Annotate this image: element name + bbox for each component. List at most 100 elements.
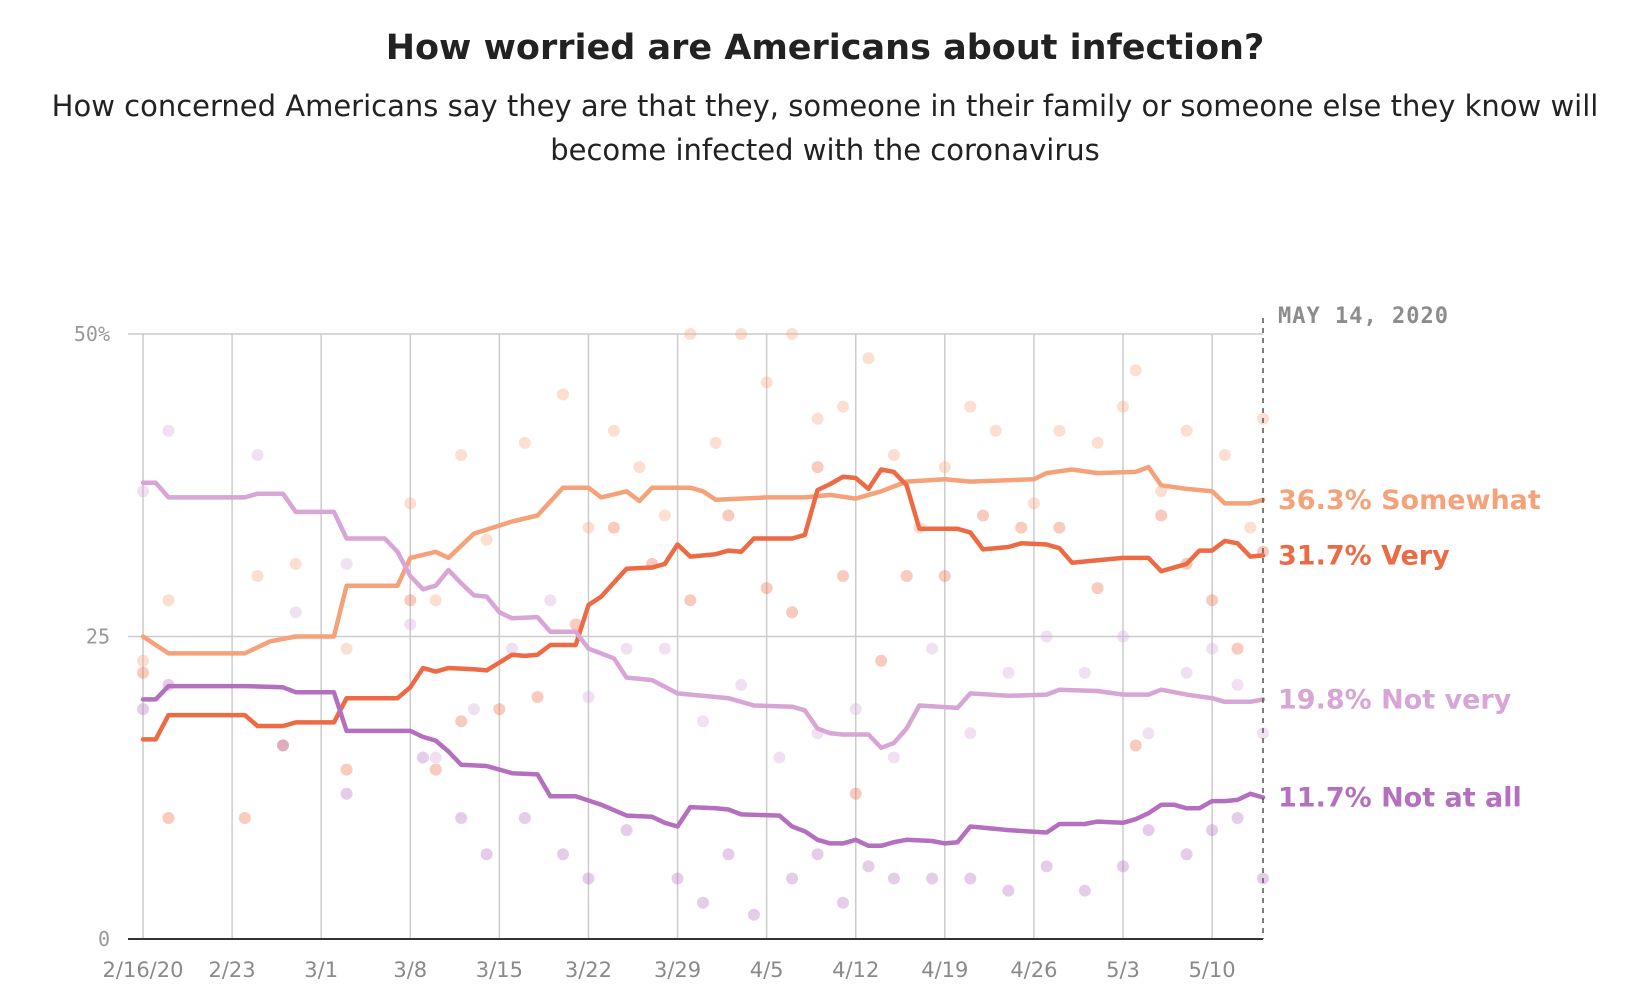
poll-dot — [506, 642, 519, 655]
end-label-very: 31.7% Very — [1278, 540, 1450, 571]
chart-title: How worried are Americans about infectio… — [385, 28, 1265, 68]
poll-dot — [862, 860, 875, 873]
poll-dot — [977, 509, 989, 522]
poll-dot — [480, 533, 493, 546]
poll-dot — [404, 594, 417, 607]
poll-dot — [1257, 727, 1269, 740]
poll-dot — [1040, 630, 1053, 643]
poll-dot — [837, 400, 849, 413]
poll-dot — [837, 570, 849, 582]
poll-dot — [1091, 582, 1104, 595]
poll-dot — [137, 703, 149, 716]
poll-dot — [684, 594, 697, 607]
poll-dot — [1155, 485, 1168, 498]
poll-dot — [607, 521, 620, 534]
poll-dot — [1231, 642, 1244, 655]
poll-dot — [811, 461, 824, 474]
poll-dot — [518, 812, 531, 824]
poll-dot — [162, 424, 175, 437]
poll-dot — [926, 872, 939, 885]
poll-dot — [671, 872, 684, 885]
poll-dot — [1053, 424, 1066, 437]
poll-dot — [340, 787, 353, 800]
y-tick-label: 25 — [86, 625, 110, 649]
poll-dot — [926, 642, 939, 655]
poll-dot — [137, 485, 149, 498]
poll-dot — [137, 654, 149, 667]
poll-dot — [849, 703, 862, 716]
poll-dot — [1091, 436, 1104, 449]
poll-dot — [518, 436, 531, 449]
poll-dot — [709, 436, 722, 449]
poll-dot — [658, 642, 671, 655]
poll-dot — [722, 509, 735, 522]
poll-dot — [1027, 497, 1040, 510]
poll-dot — [1117, 630, 1129, 643]
poll-dot — [1129, 364, 1142, 377]
poll-dot — [887, 751, 900, 764]
poll-dot — [1078, 884, 1091, 897]
poll-dot — [735, 678, 748, 691]
poll-dot — [582, 872, 595, 885]
x-tick-label: 2/23 — [209, 958, 256, 982]
end-labels: 36.3% Somewhat 31.7% Very 19.8% Not very 11… — [1278, 485, 1541, 814]
poll-dot — [162, 594, 175, 607]
poll-dot — [607, 424, 620, 437]
poll-dot — [735, 328, 748, 340]
poll-dot — [722, 848, 735, 861]
poll-dot — [849, 787, 862, 800]
poll-dot — [557, 848, 569, 861]
poll-dot — [404, 497, 417, 510]
poll-dot — [429, 763, 442, 776]
poll-dot — [989, 424, 1002, 437]
poll-dot — [773, 751, 786, 764]
poll-dot — [493, 703, 506, 716]
x-tick-label: 3/29 — [654, 958, 701, 982]
poll-dot — [277, 739, 289, 752]
poll-dot — [1180, 848, 1193, 861]
poll-dot — [1078, 666, 1091, 679]
poll-dot — [455, 812, 468, 824]
x-tick-label: 5/10 — [1189, 958, 1236, 982]
poll-dot — [1180, 666, 1193, 679]
poll-dot — [760, 376, 773, 389]
poll-dot — [162, 812, 175, 824]
poll-dot — [582, 691, 595, 703]
end-label-somewhat: 36.3% Somewhat — [1278, 485, 1541, 516]
x-tick-label: 4/26 — [1010, 958, 1057, 982]
poll-dot — [467, 703, 480, 716]
poll-dot — [1206, 594, 1219, 607]
poll-dot — [557, 388, 569, 401]
poll-dot — [455, 715, 468, 728]
poll-dot — [429, 594, 442, 607]
chart-subtitle: How concerned Americans say they are tha… — [51, 89, 1599, 167]
poll-dot — [1155, 509, 1168, 522]
x-tick-label: 3/15 — [476, 958, 523, 982]
poll-dot — [289, 557, 302, 570]
poll-dot — [531, 691, 544, 703]
poll-dot — [620, 824, 633, 837]
poll-dot — [544, 594, 557, 607]
poll-dot — [455, 449, 468, 461]
poll-dot — [964, 400, 977, 413]
poll-dot — [862, 352, 875, 365]
poll-dot — [1142, 824, 1155, 837]
poll-dot — [786, 606, 799, 619]
poll-dot — [1142, 727, 1155, 740]
end-label-not-very: 19.8% Not very — [1278, 684, 1512, 715]
poll-dot — [887, 449, 900, 461]
poll-dot — [938, 570, 951, 582]
poll-dot — [620, 642, 633, 655]
poll-dot — [1117, 400, 1129, 413]
poll-dot — [658, 509, 671, 522]
y-tick-label: 0 — [98, 927, 110, 951]
poll-dot — [697, 896, 709, 909]
poll-dot — [697, 715, 709, 728]
poll-dot — [1015, 521, 1028, 534]
poll-dot — [786, 328, 799, 340]
poll-dot — [811, 412, 824, 425]
poll-dot — [633, 461, 646, 474]
poll-dot — [1231, 678, 1244, 691]
poll-dot — [137, 666, 149, 679]
